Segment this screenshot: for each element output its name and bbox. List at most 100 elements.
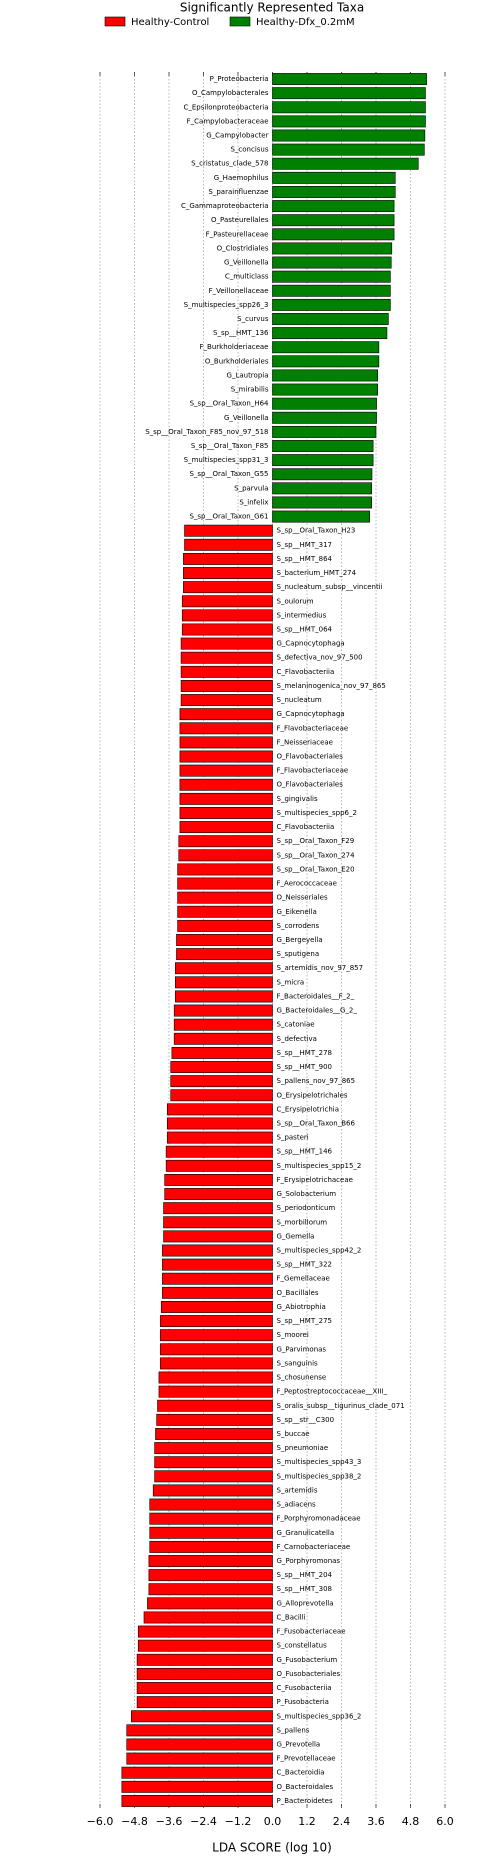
category-label: S_sp__Oral_Taxon_E20 [277,865,355,873]
bar [272,383,379,396]
category-label: S_defectiva_nov_97_500 [277,654,363,662]
category-label: G_Haemophilus [214,174,269,182]
category-label: G_Granulicatella [277,1529,335,1537]
category-label: G_Campylobacter [206,132,268,140]
bar [179,778,273,791]
bar [272,369,379,382]
category-label: S_sp__HMT_322 [277,1261,332,1269]
category-label: S_cristatus_clade_578 [191,160,268,168]
category-label: G_Eikenella [277,908,317,916]
bar [121,1794,273,1807]
bar [179,750,273,763]
bar [179,764,273,777]
bar [143,1611,273,1624]
category-label: S_multispecies_spp42_2 [277,1247,362,1255]
bar [178,835,273,848]
category-label: C_Flavobacteriia [277,668,335,676]
category-label: G_Capnocytophaga [277,710,345,718]
category-label: S_sp__HMT_864 [277,555,333,563]
category-label: G_Veillonella [224,414,269,422]
bar [160,1315,273,1328]
bar [180,694,273,707]
bar [272,171,396,184]
bar [158,1385,273,1398]
category-label: S_multispecies_spp38_2 [277,1472,362,1480]
x-tick-label: 2.4 [333,1815,351,1828]
bar [179,708,273,721]
bar [272,143,425,156]
bar [136,1667,273,1680]
bar [154,1470,273,1483]
category-label: F_Prevotellaceae [277,1755,336,1763]
bar [272,284,391,297]
bar [272,200,395,213]
bar [272,411,377,424]
bar [177,905,273,918]
bar [272,355,380,368]
category-label: O_Erysipelotrichales [277,1091,348,1099]
category-label: O_Clostridiales [217,244,269,252]
bar [126,1752,273,1765]
bar [137,1625,273,1638]
bar [160,1343,273,1356]
category-label: S_sp__Oral_Taxon_G55 [189,470,268,478]
bar [162,1272,273,1285]
bar [154,1442,273,1455]
x-tick-label: −4.8 [121,1815,148,1828]
category-label: S_parainfluenzae [208,188,268,196]
bar [176,934,273,946]
bar [165,1159,273,1172]
bar [163,1202,273,1215]
category-label: S_sp__Oral_Taxon_F85 [191,442,269,450]
bar [173,1004,273,1017]
bar [148,1569,273,1582]
category-label: S_sp__HMT_064 [277,625,333,633]
bar [152,1484,273,1497]
category-label: F_Porphyromonadaceae [277,1515,361,1523]
category-label: S_curvus [237,315,269,323]
category-label: G_Lautropia [227,371,269,379]
x-tick-label: −6.0 [87,1815,114,1828]
bar [272,256,392,269]
bar [157,1399,273,1412]
category-label: C_Flavobacteriia [277,823,335,831]
bar [272,228,395,241]
bar [183,567,273,579]
bar [180,665,273,678]
bar [179,807,273,819]
bar [154,1456,273,1469]
category-label: S_multispecies_spp43_3 [277,1458,362,1466]
category-label: S_sp__Oral_Taxon_H23 [277,527,356,535]
legend-swatch [229,16,251,27]
category-label: S_artemidis [277,1486,318,1494]
bar [156,1413,273,1426]
bar [164,1188,273,1200]
bar [136,1653,273,1666]
category-label: S_buccae [277,1430,310,1438]
category-label: S_mirabilis [231,386,269,394]
x-tick-label: −2.4 [190,1815,217,1828]
category-label: C_Epsilonproteobacteria [183,103,268,111]
category-label: O_Fusobacteriales [277,1670,341,1678]
category-label: S_pasteri [277,1134,309,1142]
bar [164,1173,273,1186]
bar [272,186,396,198]
category-label: O_Bacteroidales [277,1783,334,1791]
category-label: S_sputigena [277,950,320,958]
bar [180,637,273,650]
category-label: F_Peptostreptococcaceae__XIII_ [277,1388,388,1396]
bar [272,242,393,255]
bar [147,1597,273,1610]
category-label: S_pneumoniae [277,1444,329,1452]
category-label: F_Erysipelotrichaceae [277,1176,353,1184]
x-tick-label: 6.0 [436,1815,454,1828]
bar [126,1738,273,1751]
bar [272,482,372,495]
bar [183,581,273,594]
category-label: S_multispecies_spp36_2 [277,1712,362,1720]
category-label: S_intermedius [277,611,327,619]
bar [126,1724,273,1737]
category-label: S_sanguinis [277,1359,319,1367]
bar [148,1583,273,1596]
bar [272,454,374,467]
